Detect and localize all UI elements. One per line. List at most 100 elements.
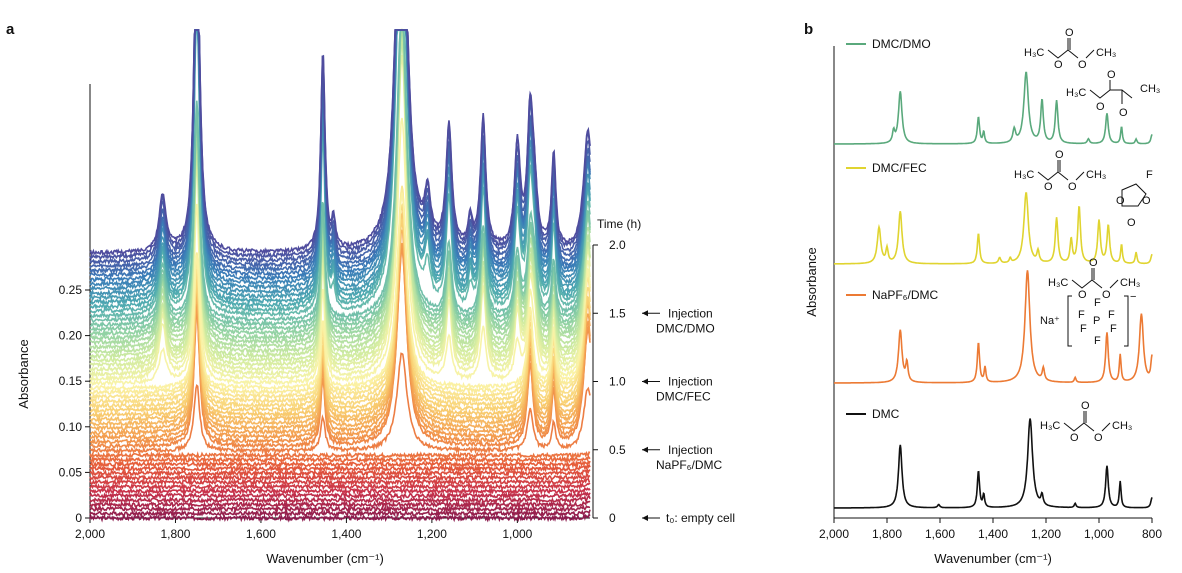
bond xyxy=(1037,171,1069,181)
y-tick-label: 0.05 xyxy=(59,465,83,479)
chem-label: O xyxy=(1127,217,1136,229)
chem-label: F xyxy=(1094,297,1101,309)
waterfall-curve xyxy=(89,29,591,297)
chem-label: O xyxy=(1119,107,1128,119)
waterfall-curve xyxy=(89,481,591,492)
waterfall-curve xyxy=(89,477,591,488)
waterfall-curve xyxy=(89,242,591,442)
waterfall-curve xyxy=(89,217,591,415)
chem-label: F xyxy=(1108,309,1115,321)
waterfall-curve xyxy=(89,29,591,351)
chem-label: O xyxy=(1044,181,1053,193)
chem-label: O xyxy=(1078,59,1087,71)
waterfall-curve xyxy=(89,504,591,514)
chem-label: P xyxy=(1093,315,1100,327)
waterfall-curve xyxy=(89,29,591,369)
waterfall-curve xyxy=(89,40,591,364)
waterfall-curve xyxy=(89,54,591,383)
x-tick-label: 1,200 xyxy=(417,527,447,541)
waterfall-curve xyxy=(89,454,591,465)
chem-label: − xyxy=(1130,291,1136,303)
y-tick-label: 0.20 xyxy=(59,329,83,343)
waterfall-curve xyxy=(89,27,591,374)
dmc-structure-fec: H₃C O O O CH₃ xyxy=(1014,149,1106,193)
spectrum-2 xyxy=(834,270,1153,384)
x-tick-label-b: 1,600 xyxy=(925,527,955,541)
waterfall-curve xyxy=(89,29,591,306)
chem-label: O xyxy=(1094,432,1103,444)
waterfall-curve xyxy=(89,117,591,387)
time-tick-label: 2.0 xyxy=(609,238,626,252)
x-axis-label-b: Wavenumber (cm⁻¹) xyxy=(934,551,1052,566)
bond xyxy=(1124,295,1129,347)
legend-label: DMC/DMO xyxy=(872,37,931,51)
panel-label-a: a xyxy=(6,21,15,38)
bond xyxy=(1101,422,1111,432)
waterfall-curve xyxy=(89,508,591,519)
chem-label: H₃C xyxy=(1048,277,1068,289)
dmc-structure-top: H₃C O O O CH₃ xyxy=(1024,27,1116,71)
waterfall-curve xyxy=(89,36,591,378)
chem-label: O xyxy=(1089,257,1098,269)
waterfall-curve xyxy=(89,29,591,347)
chem-label: CH₃ xyxy=(1120,277,1140,289)
waterfall-curve xyxy=(89,43,591,361)
arrow-head xyxy=(642,378,648,385)
panel-a-waterfall-plot: 0 0.05 0.10 0.15 0.20 0.25 2,000 1,800 1,600 1,40… xyxy=(16,27,735,566)
dmo-structure: H₃C O O O CH₃ xyxy=(1066,69,1160,119)
legend-label: DMC/FEC xyxy=(872,161,927,175)
waterfall-curve xyxy=(89,462,591,474)
time-tick-label: 0 xyxy=(609,511,616,525)
annotation-label: Injection xyxy=(668,375,713,389)
x-tick-label: 1,000 xyxy=(502,527,532,541)
annotation-label: Injection xyxy=(668,306,713,320)
bond xyxy=(1075,171,1085,181)
chem-label: H₃C xyxy=(1066,87,1086,99)
waterfall-curve xyxy=(89,495,591,505)
dmc-structure-dmc: H₃C O O O CH₃ xyxy=(1040,400,1132,444)
waterfall-curve xyxy=(89,491,591,501)
waterfall-curve xyxy=(89,29,591,284)
waterfall-curve xyxy=(89,29,591,292)
waterfall-curves xyxy=(89,27,591,523)
legend-label: DMC xyxy=(872,407,900,421)
chem-label: F xyxy=(1078,309,1085,321)
waterfall-curve xyxy=(89,512,591,523)
chem-label: CH₃ xyxy=(1140,83,1160,95)
chem-label: Na⁺ xyxy=(1040,315,1060,327)
waterfall-curve xyxy=(89,499,591,510)
waterfall-curve xyxy=(89,249,591,446)
time-axis-title: Time (h) xyxy=(597,217,641,231)
x-tick-label: 1,400 xyxy=(331,527,361,541)
chem-label: O xyxy=(1116,195,1125,207)
spectrum-0 xyxy=(834,71,1153,145)
chem-label: O xyxy=(1078,289,1087,301)
waterfall-curve xyxy=(89,486,591,496)
arrow-head xyxy=(642,515,648,521)
x-tick-label-b: 1,800 xyxy=(872,527,902,541)
x-tick-label: 1,800 xyxy=(160,527,190,541)
chem-label: O xyxy=(1054,59,1063,71)
waterfall-curve xyxy=(89,29,591,288)
waterfall-curve xyxy=(89,185,591,402)
waterfall-curve xyxy=(89,29,591,315)
time-tick-label: 0.5 xyxy=(609,443,626,457)
chem-label: CH₃ xyxy=(1112,420,1132,432)
waterfall-curve xyxy=(89,34,591,356)
bond xyxy=(1085,49,1095,59)
waterfall-curve xyxy=(89,202,591,410)
x-tick-label-b: 800 xyxy=(1142,527,1162,541)
chemical-structures: H₃COOOCH₃H₃COOOCH₃H₃COOOCH₃H₃COOOCH₃H₃CO… xyxy=(1014,27,1160,444)
waterfall-curve xyxy=(89,29,591,257)
chem-label: F xyxy=(1094,335,1101,347)
chem-label: O xyxy=(1068,181,1077,193)
bond xyxy=(1089,89,1133,99)
x-tick-label-b: 1,400 xyxy=(978,527,1008,541)
annotation-label: NaPF₆/DMC xyxy=(656,458,723,472)
panel-b-reference-spectra: 2,000 1,800 1,600 1,400 1,200 1,000 800 Wavenum… xyxy=(804,27,1162,566)
annotation-label: t₀: empty cell xyxy=(666,511,735,525)
waterfall-curve xyxy=(89,29,591,262)
waterfall-curve xyxy=(89,29,591,323)
